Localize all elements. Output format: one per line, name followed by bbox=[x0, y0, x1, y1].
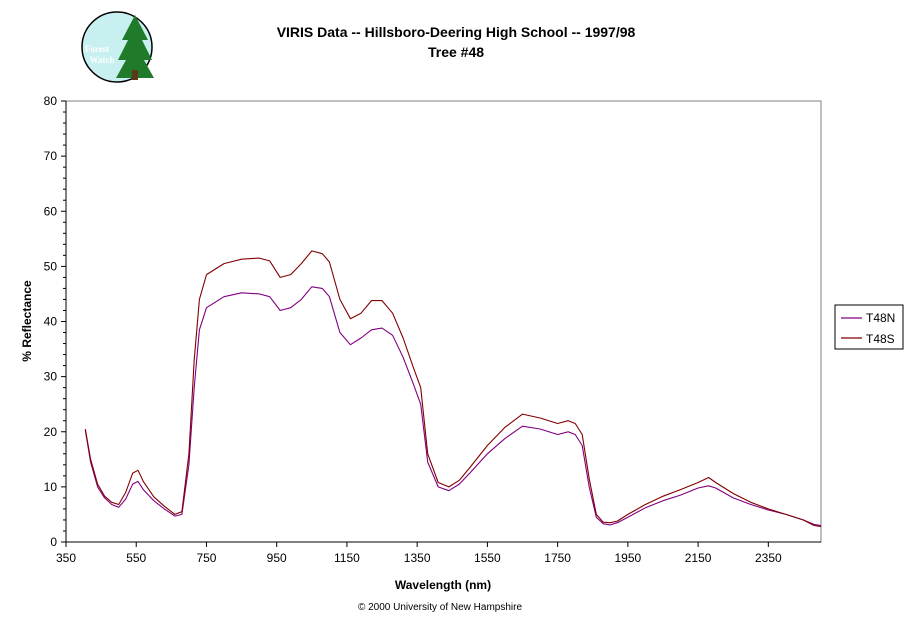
x-tick-label: 1550 bbox=[474, 551, 501, 565]
y-tick-label: 0 bbox=[50, 535, 57, 549]
y-tick-label: 30 bbox=[44, 370, 58, 384]
x-tick-label: 950 bbox=[267, 551, 287, 565]
chart-subtitle: Tree #48 bbox=[428, 44, 484, 60]
logo-text-line1: Forest bbox=[85, 44, 109, 54]
logo-text-line2: Watch bbox=[89, 55, 114, 65]
x-tick-label: 2150 bbox=[685, 551, 712, 565]
y-ticks: 0 10 20 30 40 50 60 70 80 bbox=[44, 94, 66, 549]
legend-label-t48n: T48N bbox=[866, 311, 895, 325]
chart-title: VIRIS Data -- Hillsboro-Deering High Sch… bbox=[277, 24, 636, 40]
y-tick-label: 80 bbox=[44, 94, 58, 108]
legend: T48N T48S bbox=[834, 304, 904, 350]
x-tick-label: 1750 bbox=[544, 551, 571, 565]
y-tick-label: 70 bbox=[44, 149, 58, 163]
y-axis-title: % Reflectance bbox=[20, 280, 34, 362]
legend-label-t48s: T48S bbox=[866, 332, 895, 346]
forest-watch-logo: Forest Watch bbox=[81, 11, 154, 83]
logo-trunk bbox=[132, 70, 138, 80]
y-tick-label: 40 bbox=[44, 315, 58, 329]
y-tick-label: 20 bbox=[44, 425, 58, 439]
x-tick-label: 750 bbox=[196, 551, 216, 565]
series-lines bbox=[84, 250, 822, 528]
y-tick-label: 10 bbox=[44, 480, 58, 494]
x-tick-label: 1950 bbox=[615, 551, 642, 565]
copyright-notice: © 2000 University of New Hampshire bbox=[358, 602, 523, 613]
legend-box bbox=[834, 304, 904, 350]
series-line-t48s bbox=[84, 250, 822, 528]
y-tick-label: 60 bbox=[44, 204, 58, 218]
x-axis-title: Wavelength (nm) bbox=[395, 578, 491, 592]
logo-tree-icon bbox=[116, 15, 154, 78]
series-line-t48n bbox=[84, 286, 822, 527]
x-tick-label: 550 bbox=[126, 551, 146, 565]
plot-area bbox=[65, 100, 822, 543]
x-tick-label: 1150 bbox=[334, 551, 360, 565]
x-ticks: 350 550 750 950 1150 1350 1550 1750 1950 2150 2350 bbox=[56, 542, 782, 565]
x-tick-label: 350 bbox=[56, 551, 76, 565]
y-tick-label: 50 bbox=[44, 259, 58, 273]
x-tick-label: 2350 bbox=[755, 551, 782, 565]
x-tick-label: 1350 bbox=[404, 551, 431, 565]
